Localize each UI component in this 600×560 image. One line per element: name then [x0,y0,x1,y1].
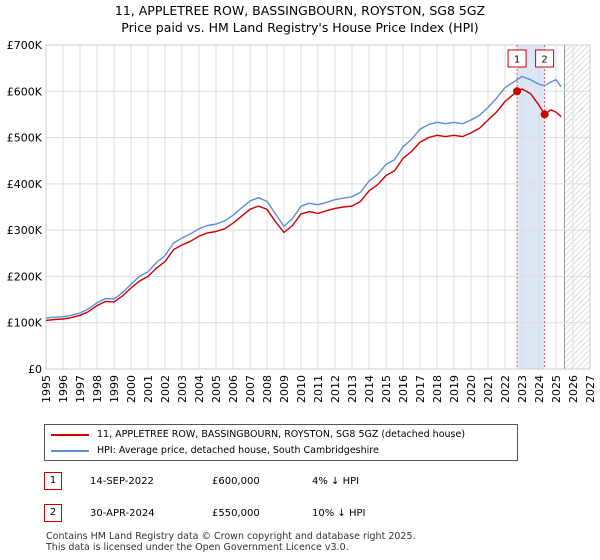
x-tick-label: 2002 [159,375,172,403]
x-tick-label: 2019 [448,375,461,403]
sale-hpi-comparison: 4% ↓ HPI [312,476,360,487]
x-tick-label: 2007 [244,375,257,403]
series-line-hpi [45,75,562,319]
x-tick-label: 2011 [312,375,325,403]
x-tick-label: 2021 [482,375,495,403]
y-tick-label: £300K [7,224,43,237]
legend-entry-hpi: HPI: Average price, detached house, Sout… [51,443,379,459]
x-tick-label: 2020 [465,375,478,403]
x-tick-label: 2026 [567,375,580,403]
attribution-footer: Contains HM Land Registry data © Crown c… [46,531,416,553]
x-tick-label: 2003 [176,375,189,403]
x-tick-label: 2006 [227,375,240,403]
x-tick-label: 2008 [261,375,274,403]
x-tick-label: 2025 [550,375,563,403]
sale-badge: 1 [44,472,62,490]
x-tick-label: 2018 [431,375,444,403]
x-tick-label: 2014 [363,375,376,403]
y-tick-label: £0 [28,363,42,376]
sale-point [513,87,522,96]
y-tick-label: £500K [7,132,43,145]
sale-label-number: 2 [541,55,547,66]
x-tick-label: 2023 [516,375,529,403]
sale-date: 30-APR-2024 [90,508,155,519]
x-tick-label: 2009 [278,375,291,403]
x-tick-label: 2016 [397,375,410,403]
sale-price: £600,000 [212,476,260,487]
x-tick-label: 2005 [210,375,223,403]
x-tick-label: 1998 [91,375,104,403]
chart-subtitle: Price paid vs. HM Land Registry's House … [121,20,479,35]
legend-swatch-property [51,433,89,436]
sale-badge: 2 [44,504,62,522]
sale-hpi-comparison: 10% ↓ HPI [312,508,366,519]
sale-label-box [535,49,555,68]
chart-title-block: 11, APPLETREE ROW, BASSINGBOURN, ROYSTON… [0,2,600,36]
sale-date: 14-SEP-2022 [90,476,154,487]
chart-legend: 11, APPLETREE ROW, BASSINGBOURN, ROYSTON… [44,424,518,461]
x-tick-label: 2013 [346,375,359,403]
x-tick-label: 1996 [57,375,70,403]
x-tick-label: 2022 [499,375,512,403]
x-tick-label: 1997 [74,375,87,403]
y-tick-label: £600K [7,85,43,98]
sale-label-box [507,49,527,68]
legend-label-hpi: HPI: Average price, detached house, Sout… [97,445,379,456]
y-tick-label: £100K [7,317,43,330]
y-tick-label: £700K [7,39,43,52]
legend-entry-property: 11, APPLETREE ROW, BASSINGBOURN, ROYSTON… [51,427,465,443]
x-tick-label: 2017 [414,375,427,403]
x-tick-label: 2000 [125,375,138,403]
legend-label-property: 11, APPLETREE ROW, BASSINGBOURN, ROYSTON… [97,429,466,440]
attribution-line-1: Contains HM Land Registry data © Crown c… [46,531,416,542]
x-tick-label: 1995 [40,375,53,403]
x-tick-label: 2027 [584,375,597,403]
plot-frame [45,44,591,370]
y-tick-label: £400K [7,178,43,191]
forecast-hatch-area [564,45,590,369]
x-tick-label: 1999 [108,375,121,403]
price-chart: £0 £100K £200K £300K £400K £500K £600K £700K 199… [7,39,597,403]
attribution-line-2: This data is licensed under the Open Gov… [46,542,349,553]
sale-point [540,110,549,119]
sale-price: £550,000 [212,508,260,519]
x-tick-label: 2004 [193,375,206,403]
y-tick-label: £200K [7,270,43,283]
x-tick-label: 2024 [533,375,546,403]
x-tick-label: 2015 [380,375,393,403]
series-line-property [45,88,562,322]
chart-title: 11, APPLETREE ROW, BASSINGBOURN, ROYSTON… [114,3,486,18]
sale-label-number: 1 [514,55,520,66]
x-tick-label: 2012 [329,375,342,403]
x-tick-label: 2010 [295,375,308,403]
x-tick-label: 2001 [142,375,155,403]
legend-swatch-hpi [51,449,89,452]
